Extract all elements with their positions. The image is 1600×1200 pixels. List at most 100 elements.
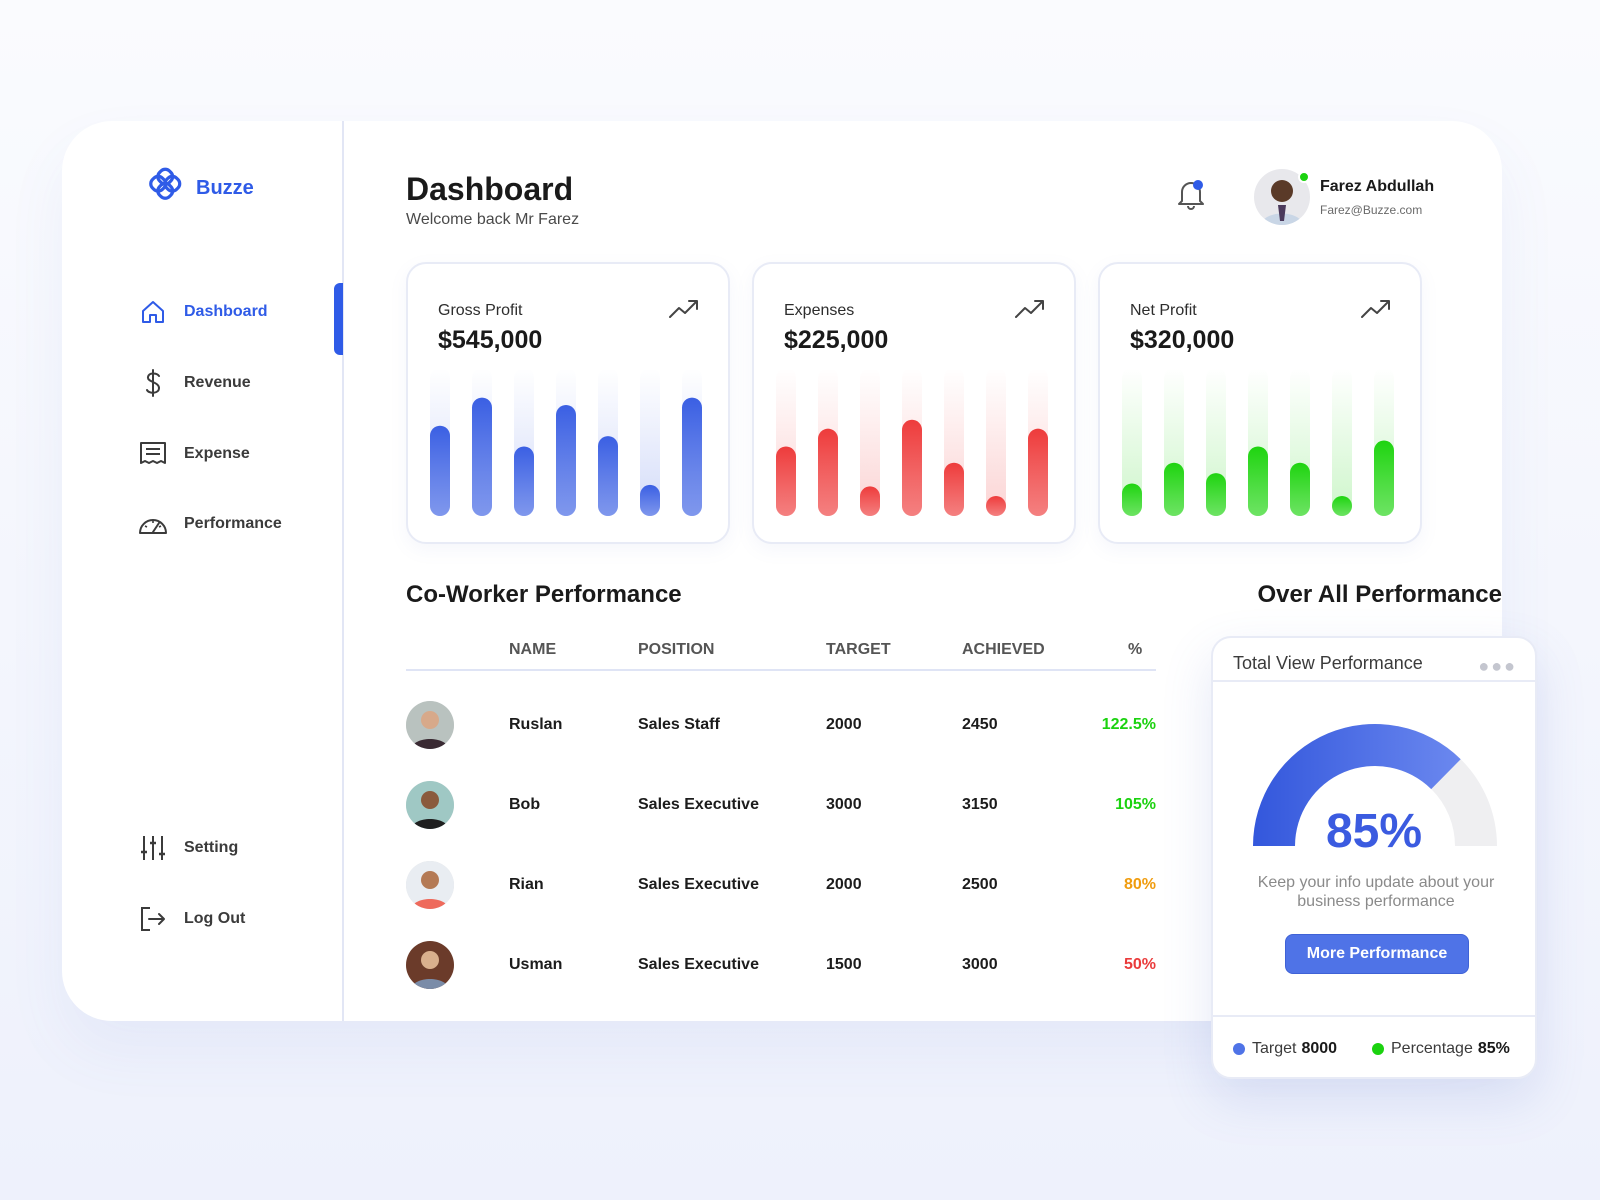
legend-value: 8000 <box>1301 1040 1338 1057</box>
avatar <box>406 781 454 829</box>
gross-profit-bar-chart <box>430 368 702 516</box>
cell-name: Ruslan <box>509 716 563 733</box>
cell-position: Sales Executive <box>638 876 759 893</box>
main-content: Dashboard Welcome back Mr Farez Farez Ab… <box>406 121 1502 1021</box>
cell-name: Bob <box>509 796 541 813</box>
bar <box>640 484 660 516</box>
gross-profit-card[interactable]: Gross Profit $545,000 <box>406 262 730 544</box>
cell-percent: 105% <box>1115 796 1156 813</box>
dollar-icon <box>138 368 168 398</box>
sidebar-item-performance[interactable]: Performance <box>138 509 282 539</box>
bar <box>1248 446 1268 516</box>
overall-section-title: Over All Performance <box>1257 581 1502 608</box>
sidebar-item-label: Performance <box>184 515 282 532</box>
cell-achieved: 2450 <box>962 716 998 733</box>
column-header-percent[interactable]: % <box>1128 641 1143 658</box>
bar <box>776 446 796 516</box>
legend-dot <box>1372 1043 1384 1055</box>
more-options-icon[interactable]: ●●● <box>1478 656 1517 676</box>
sidebar-item-setting[interactable]: Setting <box>138 833 238 863</box>
bar <box>1290 462 1310 516</box>
expenses-card[interactable]: Expenses $225,000 <box>752 262 1076 544</box>
table-row[interactable]: Rian Sales Executive 2000 2500 80% <box>406 857 1156 913</box>
column-header-name[interactable]: NAME <box>509 641 557 658</box>
cell-achieved: 3000 <box>962 956 998 973</box>
cell-position: Sales Staff <box>638 716 720 733</box>
bar-track <box>860 368 880 516</box>
divider <box>1213 1015 1535 1017</box>
performance-description: Keep your info update about your busines… <box>1257 874 1495 910</box>
brand-name: Buzze <box>196 176 254 199</box>
net-profit-card[interactable]: Net Profit $320,000 <box>1098 262 1422 544</box>
bar-track <box>1332 368 1352 516</box>
bar <box>1164 462 1184 516</box>
bar <box>1374 440 1394 516</box>
sidebar-item-label: Revenue <box>184 374 251 391</box>
divider <box>1213 680 1535 682</box>
card-value: $320,000 <box>1130 326 1235 354</box>
card-value: $545,000 <box>438 326 543 354</box>
column-header-target[interactable]: TARGET <box>826 641 891 658</box>
sidebar-item-revenue[interactable]: Revenue <box>138 368 251 398</box>
bar <box>430 425 450 516</box>
user-name: Farez Abdullah <box>1320 178 1435 195</box>
cell-achieved: 3150 <box>962 796 998 813</box>
page-subtitle: Welcome back Mr Farez <box>406 211 580 228</box>
table-header-divider <box>406 669 1156 671</box>
table-row[interactable]: Usman Sales Executive 1500 3000 50% <box>406 937 1156 993</box>
avatar <box>406 701 454 749</box>
cell-name: Usman <box>509 956 563 973</box>
cell-percent: 122.5% <box>1101 716 1156 733</box>
card-label: Net Profit <box>1130 302 1197 319</box>
cell-target: 2000 <box>826 716 862 733</box>
card-value: $225,000 <box>784 326 889 354</box>
more-performance-button[interactable]: More Performance <box>1285 934 1469 974</box>
table-row[interactable]: Bob Sales Executive 3000 3150 105% <box>406 777 1156 833</box>
brand-logo[interactable]: Buzze <box>140 167 254 209</box>
user-email: Farez@Buzze.com <box>1320 203 1423 217</box>
avatar[interactable] <box>1254 169 1310 225</box>
bar <box>556 405 576 516</box>
trend-up-icon <box>1361 300 1390 318</box>
legend-dot <box>1233 1043 1245 1055</box>
bar <box>1206 473 1226 516</box>
bar <box>860 486 880 516</box>
total-view-performance-card: Total View Performance ●●● 85% Keep your… <box>1211 636 1537 1079</box>
bar <box>986 496 1006 516</box>
table-row[interactable]: Ruslan Sales Staff 2000 2450 122.5% <box>406 697 1156 753</box>
sidebar-item-logout[interactable]: Log Out <box>138 904 245 934</box>
sliders-icon <box>138 833 168 863</box>
cell-percent: 80% <box>1123 876 1156 893</box>
sidebar: Buzze Dashboard Revenue Expense Performa… <box>62 121 344 1021</box>
app-window: Buzze Dashboard Revenue Expense Performa… <box>62 121 1502 1021</box>
performance-value: 85% <box>1325 805 1423 858</box>
gauge-fill <box>1253 724 1461 846</box>
cell-percent: 50% <box>1123 956 1156 973</box>
bar <box>1028 428 1048 516</box>
bar-track <box>640 368 660 516</box>
sidebar-item-expense[interactable]: Expense <box>138 439 250 469</box>
card-label: Expenses <box>784 302 855 319</box>
bar <box>944 462 964 516</box>
cell-position: Sales Executive <box>638 956 759 973</box>
performance-gauge <box>1253 724 1497 846</box>
bar <box>472 397 492 516</box>
cell-target: 1500 <box>826 956 862 973</box>
cell-target: 2000 <box>826 876 862 893</box>
sidebar-item-label: Setting <box>184 839 239 856</box>
column-header-position[interactable]: POSITION <box>638 641 715 658</box>
trend-up-icon <box>669 300 698 318</box>
sidebar-item-dashboard[interactable]: Dashboard <box>138 297 268 327</box>
sidebar-item-label: Dashboard <box>184 303 268 320</box>
bar-track <box>986 368 1006 516</box>
bar-track <box>1122 368 1142 516</box>
card-label: Gross Profit <box>438 302 523 319</box>
speedometer-icon <box>138 509 168 539</box>
cell-achieved: 2500 <box>962 876 998 893</box>
bar <box>682 397 702 516</box>
column-header-achieved[interactable]: ACHIEVED <box>962 641 1045 658</box>
trend-up-icon <box>1015 300 1044 318</box>
card-title: Total View Performance <box>1233 653 1423 673</box>
legend-target: Target 8000 <box>1233 1040 1337 1058</box>
legend-label: Percentage <box>1391 1040 1473 1057</box>
